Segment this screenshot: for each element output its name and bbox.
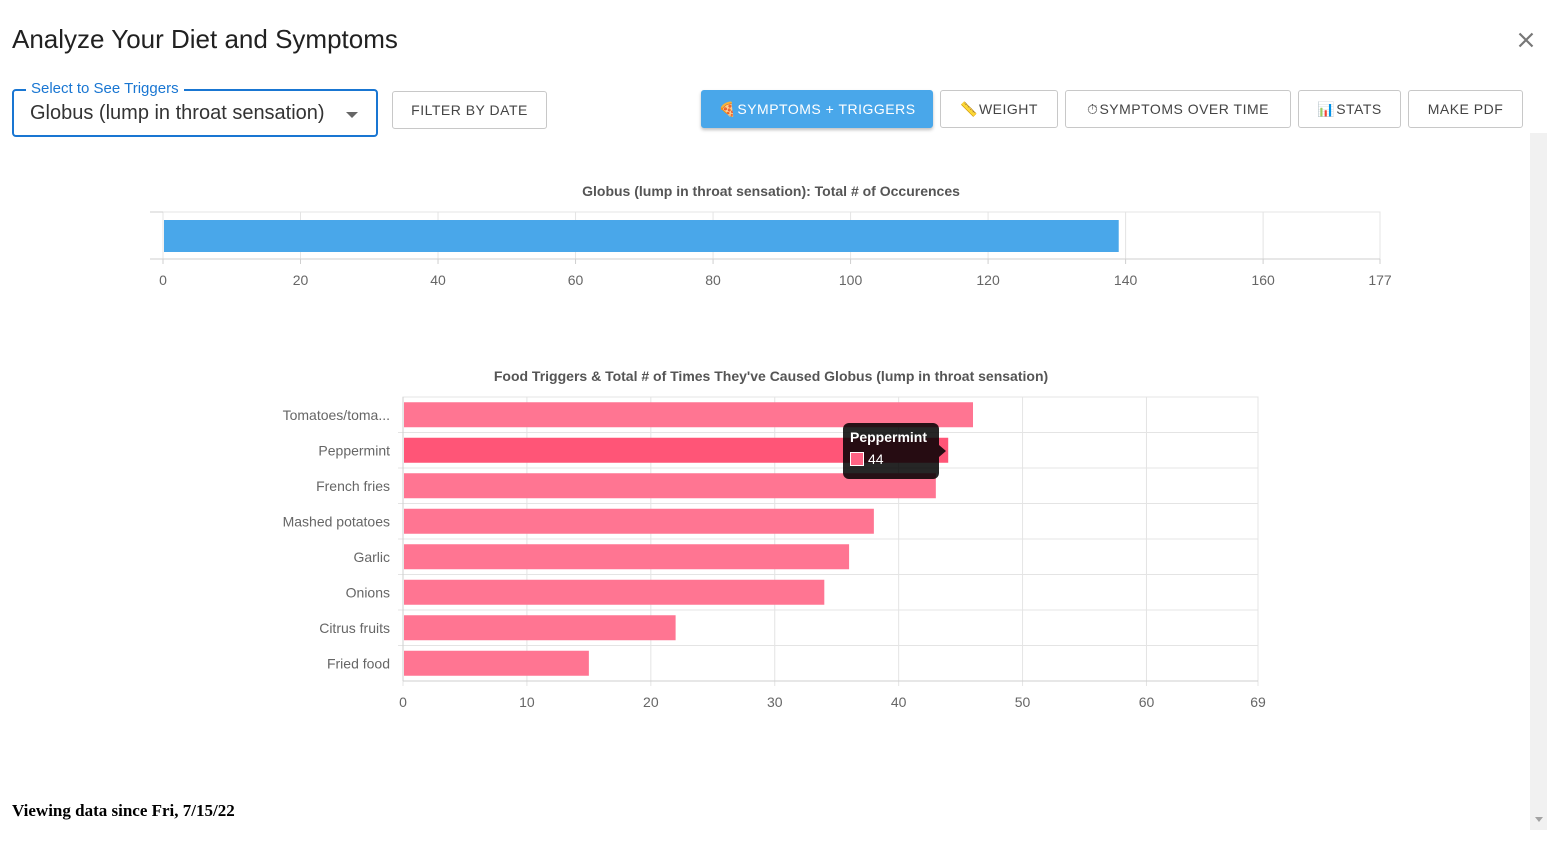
- chart-tooltip: Peppermint 44: [843, 423, 946, 479]
- y-category-label: French fries: [316, 478, 390, 494]
- tooltip-title: Peppermint: [850, 429, 928, 445]
- symptoms-over-time-label: SYMPTOMS OVER TIME: [1099, 101, 1269, 117]
- symptom-select-value: Globus (lump in throat sensation): [30, 102, 325, 124]
- ruler-icon: 📏: [960, 101, 978, 117]
- chart-title-food-triggers: Food Triggers & Total # of Times They've…: [493, 368, 1049, 384]
- x-tick-label: 69: [1250, 694, 1266, 710]
- x-tick-label: 20: [643, 694, 659, 710]
- y-category-label: Tomatoes/toma...: [283, 407, 390, 423]
- y-category-label: Citrus fruits: [319, 620, 390, 636]
- close-icon[interactable]: [1513, 27, 1539, 53]
- bar-occurrences: [164, 220, 1119, 252]
- x-tick-label: 160: [1251, 272, 1275, 288]
- x-tick-label: 30: [767, 694, 783, 710]
- bar-onions: [404, 579, 825, 605]
- symptom-select[interactable]: Select to See Triggers Globus (lump in t…: [12, 80, 378, 137]
- y-category-label: Garlic: [353, 549, 390, 565]
- pizza-icon: 🍕: [718, 101, 737, 117]
- x-tick-label: 140: [1114, 272, 1138, 288]
- chevron-down-icon: [346, 112, 358, 118]
- symptom-select-label: Select to See Triggers: [26, 80, 184, 97]
- x-tick-label: 0: [159, 272, 167, 288]
- filter-by-date-label: FILTER BY DATE: [411, 102, 528, 118]
- x-tick-label: 10: [519, 694, 535, 710]
- page-title: Analyze Your Diet and Symptoms: [12, 24, 398, 54]
- bar-chart-icon: 📊: [1317, 101, 1336, 117]
- symptoms-triggers-button[interactable]: 🍕 SYMPTOMS + TRIGGERS: [701, 90, 933, 128]
- stopwatch-icon: ⏱: [1087, 101, 1099, 117]
- viewing-since-text: Viewing data since Fri, 7/15/22: [12, 801, 235, 820]
- y-category-label: Peppermint: [318, 442, 390, 458]
- make-pdf-button[interactable]: MAKE PDF: [1408, 90, 1523, 128]
- stats-label: STATS: [1336, 101, 1382, 117]
- x-tick-label: 0: [399, 694, 407, 710]
- make-pdf-label: MAKE PDF: [1427, 101, 1504, 117]
- x-tick-label: 20: [293, 272, 309, 288]
- chart-title-occurrences: Globus (lump in throat sensation): Total…: [582, 183, 960, 199]
- bar-citrus-fruits: [404, 615, 676, 641]
- bar-mashed-potatoes: [404, 508, 874, 534]
- food-triggers-chart: 0 10 20 30 40 50 60 69 Tomatoes/toma... Peppermin…: [283, 396, 1266, 710]
- bar-garlic: [404, 544, 850, 570]
- filter-by-date-button[interactable]: FILTER BY DATE: [392, 91, 547, 129]
- weight-label: WEIGHT: [978, 101, 1038, 117]
- scrollbar[interactable]: [1530, 133, 1547, 830]
- occurrences-chart: 0 20 40 60 80 100 120 140 160 177: [150, 211, 1392, 288]
- x-tick-label: 40: [891, 694, 907, 710]
- weight-button[interactable]: 📏 WEIGHT: [940, 90, 1058, 128]
- x-tick-label: 60: [1139, 694, 1155, 710]
- y-category-label: Mashed potatoes: [283, 513, 390, 529]
- tooltip-color-swatch: [850, 452, 864, 466]
- x-tick-label: 100: [839, 272, 863, 288]
- x-tick-label: 50: [1015, 694, 1031, 710]
- symptoms-over-time-button[interactable]: ⏱ SYMPTOMS OVER TIME: [1065, 90, 1291, 128]
- bar-fried-food: [404, 650, 589, 676]
- y-category-label: Fried food: [327, 655, 390, 671]
- stats-button[interactable]: 📊 STATS: [1298, 90, 1401, 128]
- scroll-down-arrow-icon[interactable]: [1535, 817, 1543, 822]
- x-tick-label: 60: [568, 272, 584, 288]
- tooltip-value: 44: [868, 451, 884, 467]
- y-category-label: Onions: [346, 584, 390, 600]
- x-tick-label: 80: [705, 272, 721, 288]
- symptoms-triggers-label: SYMPTOMS + TRIGGERS: [737, 101, 916, 117]
- x-tick-label: 120: [976, 272, 1000, 288]
- x-tick-label: 177: [1368, 272, 1392, 288]
- x-tick-label: 40: [430, 272, 446, 288]
